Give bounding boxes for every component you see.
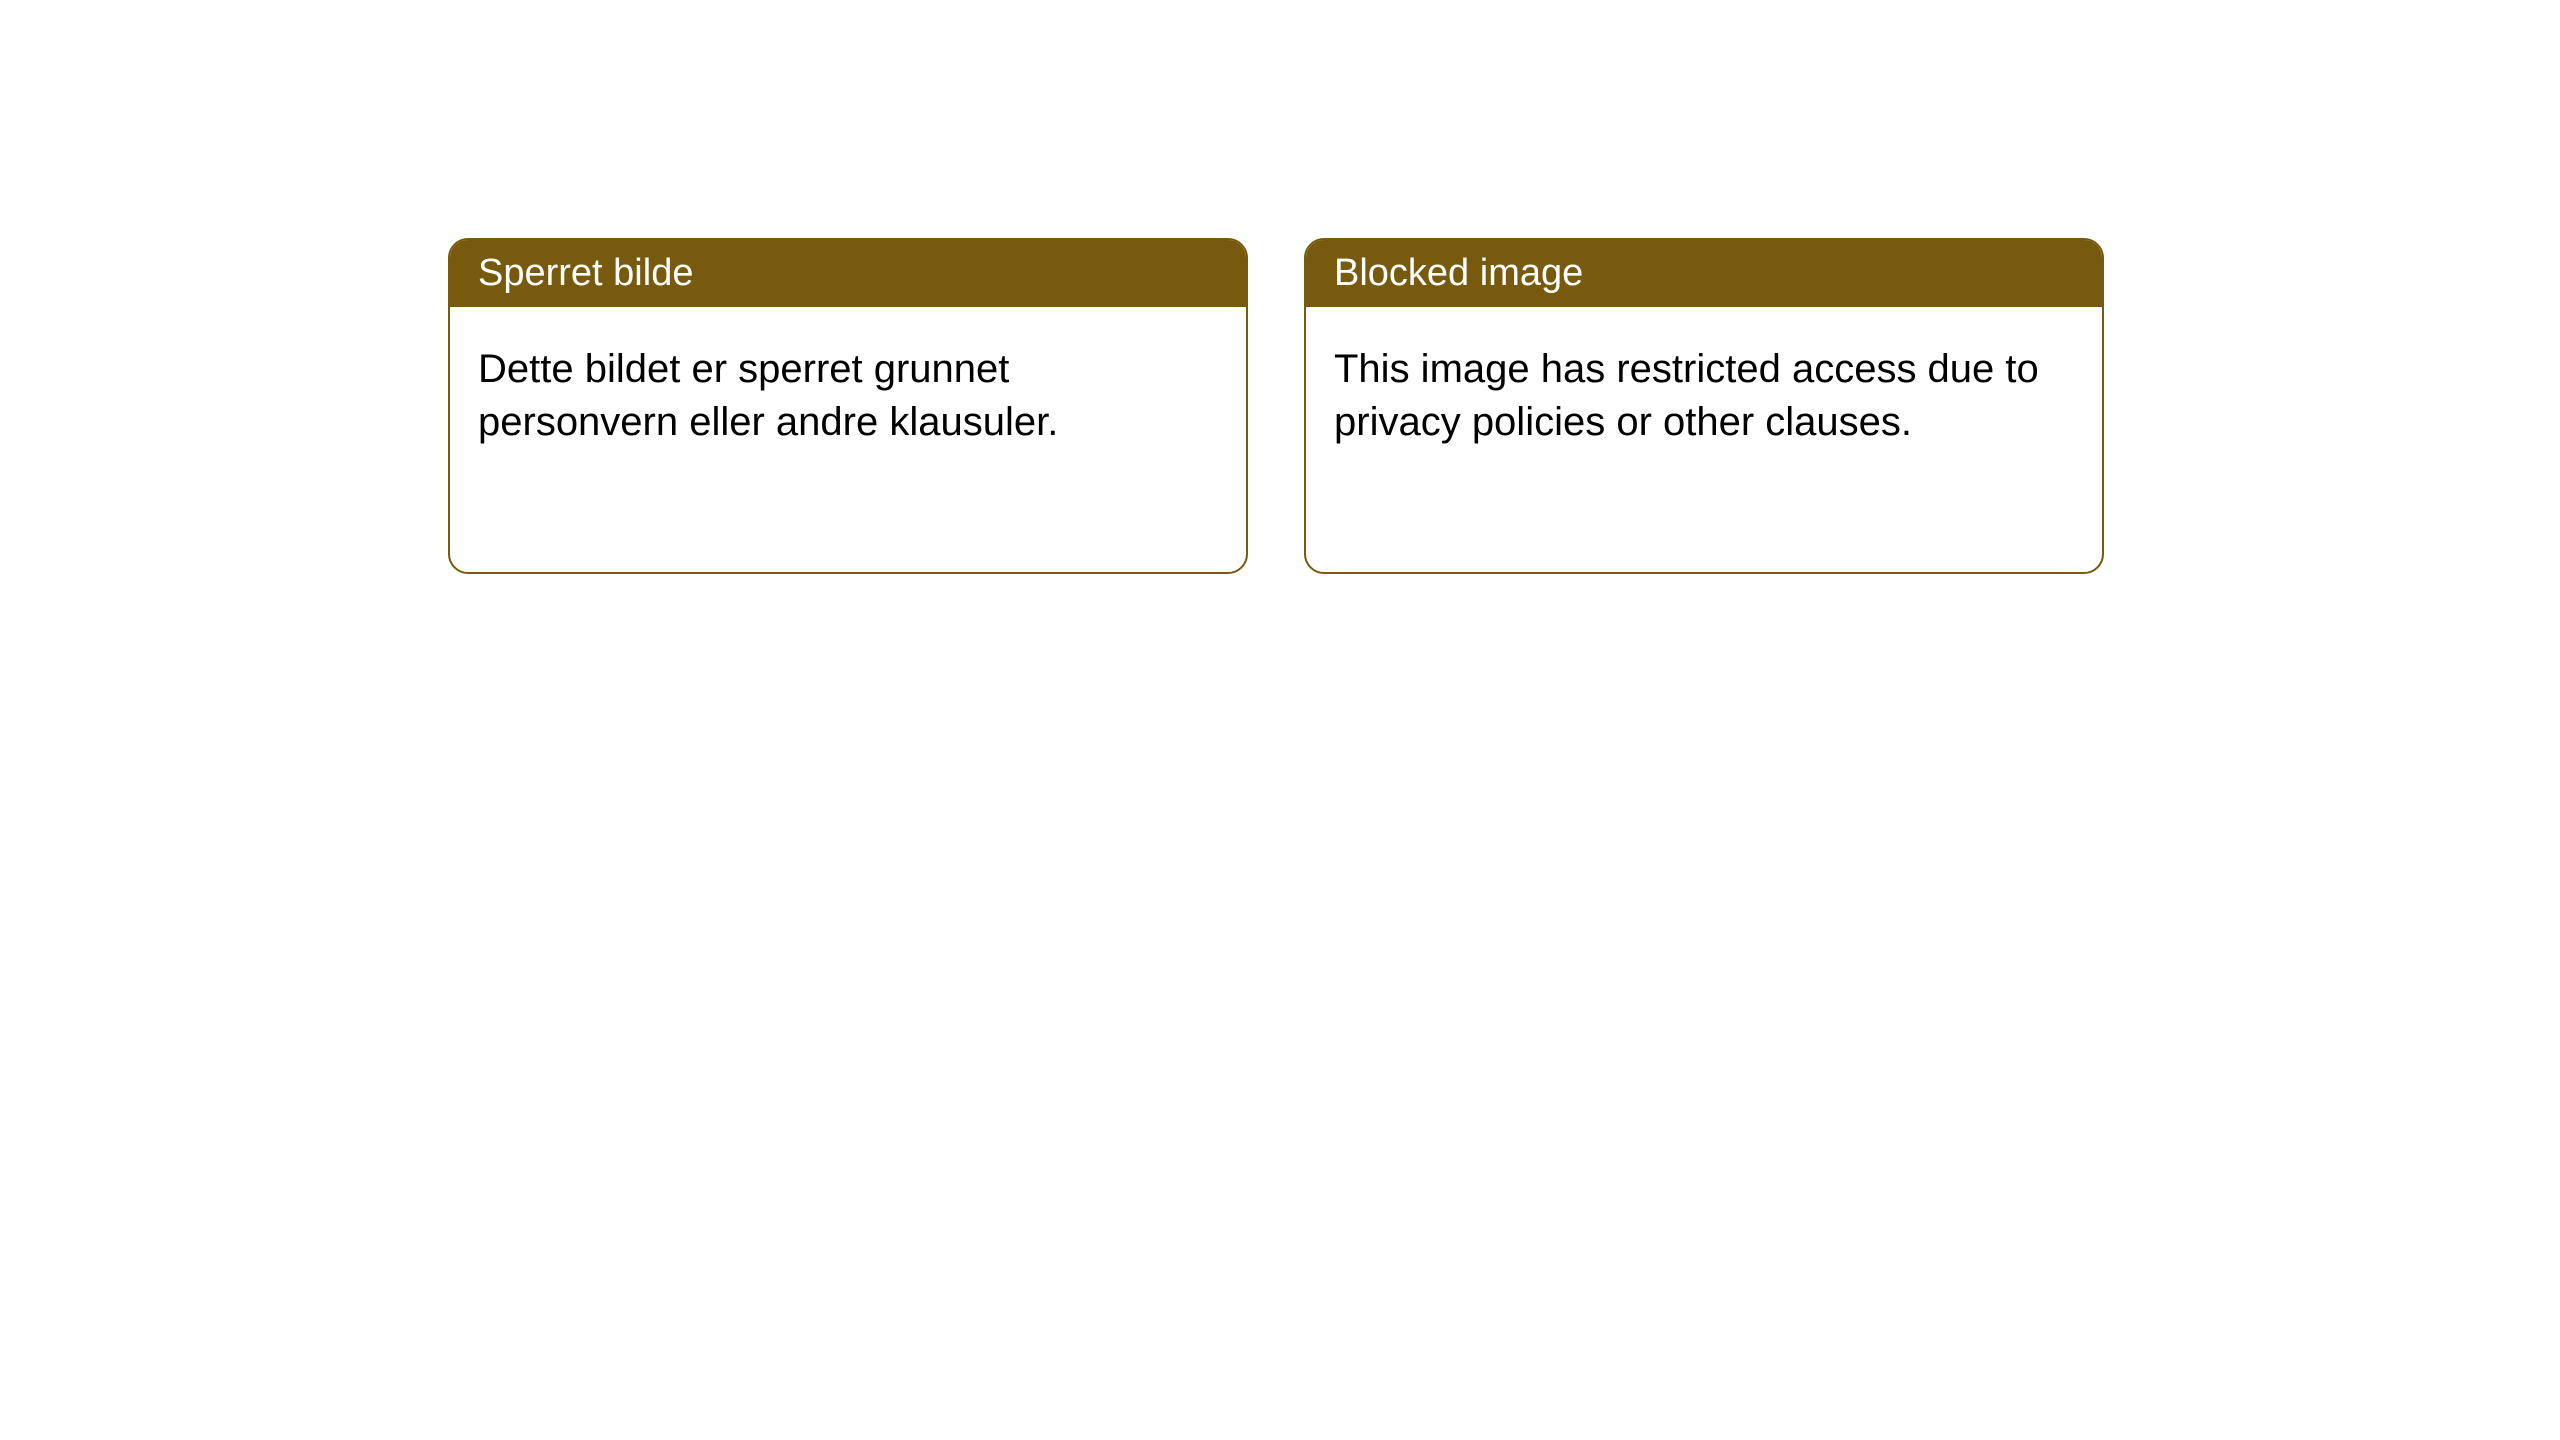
card-header: Blocked image bbox=[1306, 240, 2102, 307]
card-body: This image has restricted access due to … bbox=[1306, 307, 2102, 485]
notice-container: Sperret bilde Dette bildet er sperret gr… bbox=[448, 238, 2104, 574]
notice-card-english: Blocked image This image has restricted … bbox=[1304, 238, 2104, 574]
card-body-text: This image has restricted access due to … bbox=[1334, 347, 2039, 444]
card-body: Dette bildet er sperret grunnet personve… bbox=[450, 307, 1246, 485]
notice-card-norwegian: Sperret bilde Dette bildet er sperret gr… bbox=[448, 238, 1248, 574]
card-body-text: Dette bildet er sperret grunnet personve… bbox=[478, 347, 1058, 444]
card-header: Sperret bilde bbox=[450, 240, 1246, 307]
card-title: Sperret bilde bbox=[478, 252, 693, 294]
card-title: Blocked image bbox=[1334, 252, 1583, 294]
